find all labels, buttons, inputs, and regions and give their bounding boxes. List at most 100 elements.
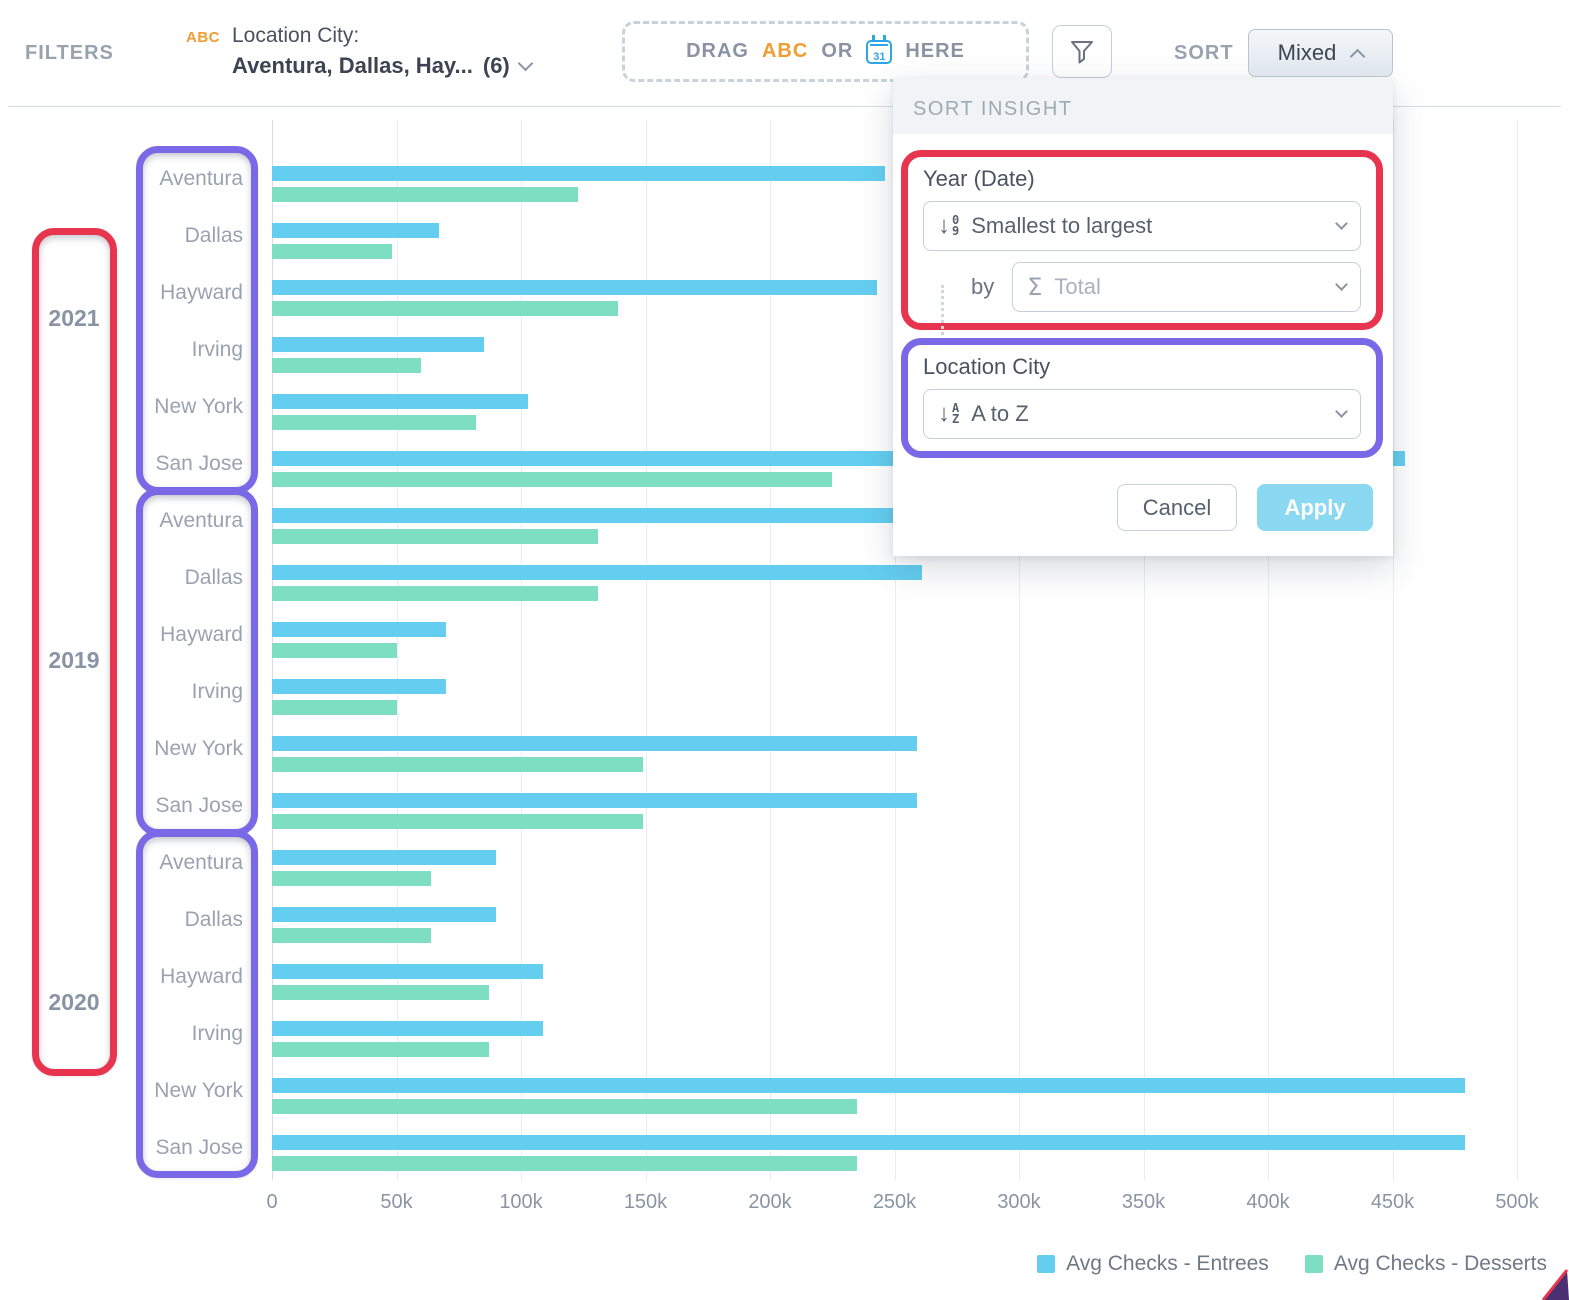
bar-entrees[interactable] xyxy=(272,280,877,295)
gridline xyxy=(1392,120,1394,1180)
city-label: New York xyxy=(154,394,243,418)
legend-swatch-desserts xyxy=(1304,1255,1323,1273)
cancel-button[interactable]: Cancel xyxy=(1117,484,1237,531)
city-label: Aventura xyxy=(159,850,243,874)
bar-entrees[interactable] xyxy=(272,166,885,181)
filter-drop-zone[interactable]: DRAG ABC OR 31 HERE xyxy=(622,21,1029,82)
year-order-value: Smallest to largest xyxy=(971,213,1153,238)
bar-desserts[interactable] xyxy=(272,871,431,886)
bar-desserts[interactable] xyxy=(272,814,643,829)
sort-mixed-value: Mixed xyxy=(1277,40,1337,65)
sort-mixed-button[interactable]: Mixed xyxy=(1248,29,1393,77)
bar-desserts[interactable] xyxy=(272,643,397,658)
filter-text: Location City: Aventura, Dallas, Hay... … xyxy=(232,24,534,79)
bar-desserts[interactable] xyxy=(272,1156,857,1171)
x-tick-label: 500k xyxy=(1495,1191,1539,1213)
gridline xyxy=(521,120,522,1180)
dropzone-drag-label: DRAG xyxy=(686,40,749,62)
bar-desserts[interactable] xyxy=(272,985,489,1000)
gridline xyxy=(894,120,896,1180)
location-city-filter[interactable]: ABC Location City: Aventura, Dallas, Hay… xyxy=(186,24,534,79)
bar-entrees[interactable] xyxy=(272,223,439,238)
city-label: San Jose xyxy=(155,793,243,817)
bar-entrees[interactable] xyxy=(272,964,543,979)
bar-entrees[interactable] xyxy=(272,907,496,922)
city-label: New York xyxy=(154,736,243,760)
x-tick-label: 450k xyxy=(1370,1191,1415,1213)
city-label: Hayward xyxy=(160,622,243,646)
x-tick-label: 50k xyxy=(380,1191,413,1213)
gridline xyxy=(770,120,771,1180)
bar-entrees[interactable] xyxy=(272,622,446,637)
bar-entrees[interactable] xyxy=(272,337,484,352)
bar-desserts[interactable] xyxy=(272,301,618,316)
city-label: Hayward xyxy=(160,280,243,304)
sort-by-value: Total xyxy=(1054,274,1101,299)
sort-label: SORT xyxy=(1174,42,1234,64)
bar-entrees[interactable] xyxy=(272,736,917,751)
filter-name: Location City: xyxy=(232,24,360,47)
panel-title: SORT INSIGHT xyxy=(913,98,1073,120)
chevron-down-icon xyxy=(1335,278,1348,291)
legend-swatch-entrees xyxy=(1037,1255,1056,1273)
bar-desserts[interactable] xyxy=(272,757,643,772)
year-label: 2021 xyxy=(48,305,100,331)
filter-funnel-button[interactable] xyxy=(1052,25,1112,78)
gridline xyxy=(1517,120,1518,1180)
city-label: San Jose xyxy=(155,1135,243,1159)
sort-by-dropdown[interactable]: Σ Total xyxy=(1012,262,1361,312)
connector-dotted-line xyxy=(941,285,944,341)
gridline xyxy=(1143,120,1145,1180)
filters-label: FILTERS xyxy=(25,42,114,64)
year-section-label: Year (Date) xyxy=(923,166,1035,191)
city-label: Aventura xyxy=(159,166,243,190)
bar-entrees[interactable] xyxy=(272,1078,1465,1093)
bar-desserts[interactable] xyxy=(272,928,431,943)
gridline xyxy=(645,120,647,1180)
bar-entrees[interactable] xyxy=(272,1021,543,1036)
bar-entrees[interactable] xyxy=(272,1135,1465,1150)
year-label: 2020 xyxy=(48,989,100,1015)
corner-pointer-shape xyxy=(1541,1269,1569,1300)
bar-desserts[interactable] xyxy=(272,1099,857,1114)
bar-desserts[interactable] xyxy=(272,529,598,544)
bar-entrees[interactable] xyxy=(272,793,917,808)
x-tick-label: 300k xyxy=(997,1191,1041,1213)
bar-desserts[interactable] xyxy=(272,586,598,601)
city-label: Dallas xyxy=(184,565,243,589)
city-order-value: A to Z xyxy=(971,401,1029,426)
x-tick-label: 350k xyxy=(1121,1191,1166,1213)
annotation-city-group-highlight xyxy=(136,830,258,1178)
x-tick-label: 150k xyxy=(623,1191,668,1213)
bar-desserts[interactable] xyxy=(272,244,392,259)
chart-legend: Avg Checks - Entrees Avg Checks - Desser… xyxy=(1037,1252,1547,1276)
apply-button[interactable]: Apply xyxy=(1257,484,1373,531)
dropzone-here-label: HERE xyxy=(905,40,965,62)
sigma-icon: Σ xyxy=(1027,273,1043,301)
legend-label-entrees: Avg Checks - Entrees xyxy=(1066,1252,1269,1275)
bar-desserts[interactable] xyxy=(272,472,832,487)
bar-desserts[interactable] xyxy=(272,415,476,430)
bar-entrees[interactable] xyxy=(272,508,902,523)
bar-desserts[interactable] xyxy=(272,358,421,373)
x-tick-label: 100k xyxy=(499,1191,543,1213)
bar-desserts[interactable] xyxy=(272,187,578,202)
filter-count: (6) xyxy=(482,53,510,78)
bar-entrees[interactable] xyxy=(272,679,446,694)
bar-entrees[interactable] xyxy=(272,565,922,580)
dropzone-or-label: OR xyxy=(821,40,854,62)
x-tick-label: 400k xyxy=(1246,1191,1290,1213)
bar-entrees[interactable] xyxy=(272,394,528,409)
bar-entrees[interactable] xyxy=(272,850,496,865)
city-label: Irving xyxy=(191,679,243,703)
bar-desserts[interactable] xyxy=(272,1042,489,1057)
city-label: Aventura xyxy=(159,508,243,532)
city-label: San Jose xyxy=(155,451,243,475)
bar-desserts[interactable] xyxy=(272,700,397,715)
